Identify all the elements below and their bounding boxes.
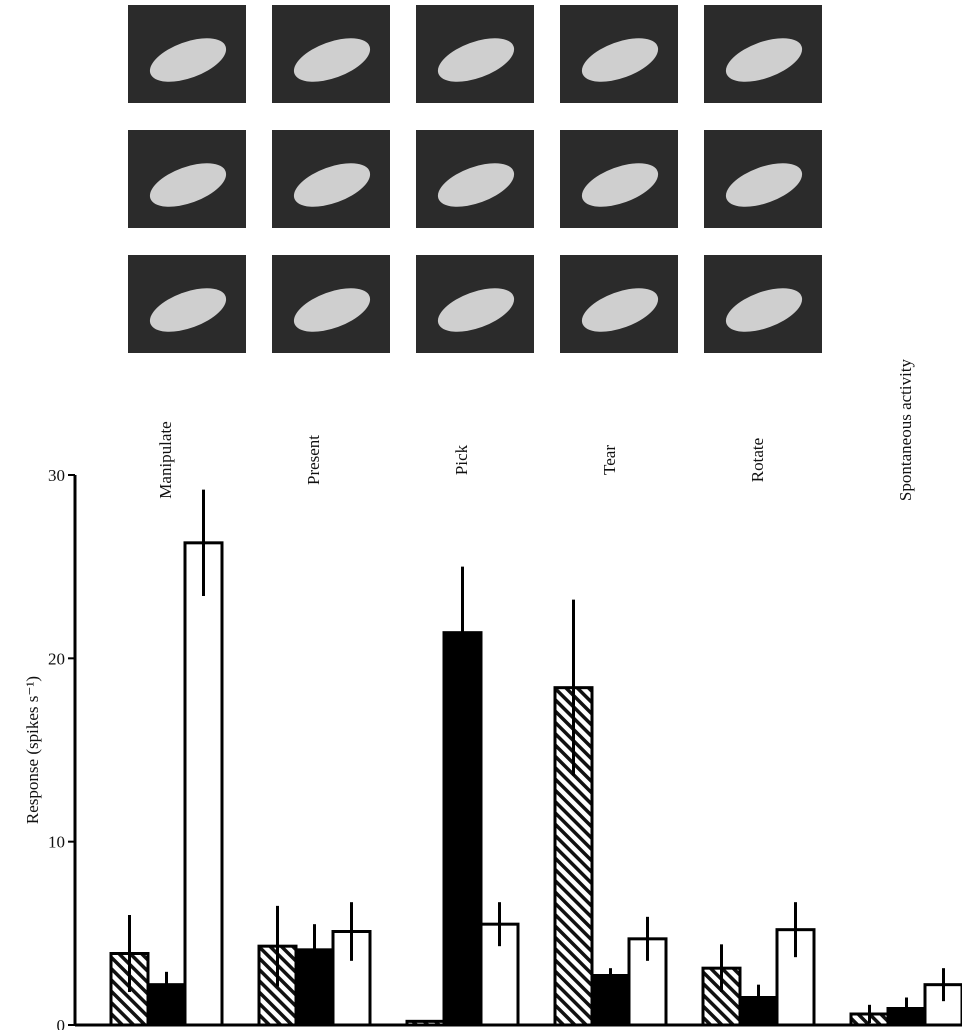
category-label: Pick bbox=[452, 444, 471, 475]
bar bbox=[185, 543, 222, 1025]
photo-grid bbox=[128, 5, 822, 353]
y-tick-label: 20 bbox=[48, 649, 65, 668]
category-label: Rotate bbox=[748, 438, 767, 482]
y-tick-label: 10 bbox=[48, 833, 65, 852]
category-label: Present bbox=[304, 435, 323, 485]
category-label: Manipulate bbox=[156, 421, 175, 498]
category-label: Spontaneous activity bbox=[896, 358, 915, 501]
y-tick-label: 0 bbox=[57, 1016, 66, 1030]
chart: Response (spikes s⁻¹) 0 10 20 30 Manipulate P… bbox=[0, 0, 962, 1030]
category-label: Tear bbox=[600, 445, 619, 475]
y-tick-label: 30 bbox=[48, 466, 65, 485]
y-axis-label: Response (spikes s⁻¹) bbox=[23, 676, 42, 824]
bar bbox=[407, 1021, 444, 1025]
bar bbox=[592, 976, 629, 1026]
